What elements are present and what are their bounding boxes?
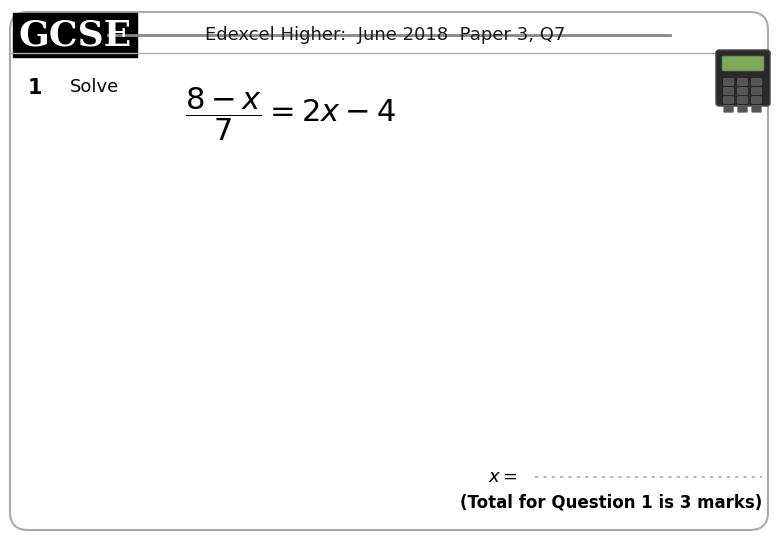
FancyBboxPatch shape	[722, 56, 764, 71]
FancyBboxPatch shape	[724, 78, 733, 85]
FancyBboxPatch shape	[751, 87, 761, 94]
Text: $x =$: $x =$	[488, 468, 518, 486]
FancyBboxPatch shape	[751, 97, 761, 104]
Text: $\dfrac{8 - x}{7} = 2x - 4$: $\dfrac{8 - x}{7} = 2x - 4$	[185, 85, 395, 143]
FancyBboxPatch shape	[716, 50, 770, 106]
Text: 1: 1	[28, 78, 42, 98]
FancyBboxPatch shape	[10, 12, 768, 530]
FancyBboxPatch shape	[738, 78, 747, 85]
FancyBboxPatch shape	[751, 105, 761, 112]
FancyBboxPatch shape	[724, 105, 733, 112]
Text: GCSE: GCSE	[18, 18, 131, 52]
FancyBboxPatch shape	[724, 87, 733, 94]
Text: GCSE: GCSE	[18, 18, 131, 52]
FancyBboxPatch shape	[738, 87, 747, 94]
FancyBboxPatch shape	[724, 97, 733, 104]
Text: Solve: Solve	[70, 78, 119, 96]
FancyBboxPatch shape	[751, 78, 761, 85]
Text: Edexcel Higher:  June 2018  Paper 3, Q7: Edexcel Higher: June 2018 Paper 3, Q7	[205, 26, 566, 44]
FancyBboxPatch shape	[738, 105, 747, 112]
Text: (Total for Question 1 is 3 marks): (Total for Question 1 is 3 marks)	[459, 493, 762, 511]
FancyBboxPatch shape	[738, 97, 747, 104]
